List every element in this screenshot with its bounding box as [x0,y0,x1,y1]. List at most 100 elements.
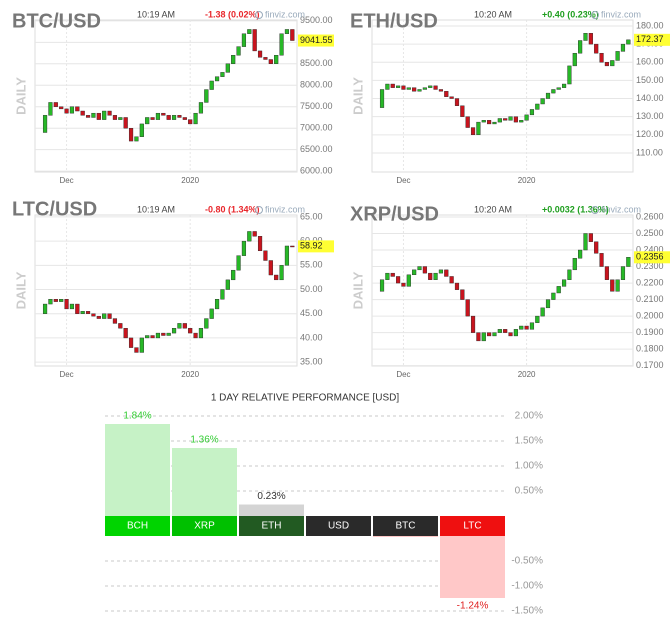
candle [236,46,241,56]
y-tick-label: 130.00 [636,111,664,121]
candle [59,106,64,110]
candle [75,303,80,314]
candle [567,65,572,85]
candle [422,266,427,274]
candle [556,87,561,90]
category-box [306,516,371,536]
side-label: DAILY [350,271,365,309]
candle [401,85,406,90]
candle [583,233,588,251]
watermark: finviz.com [265,9,305,19]
candle [433,272,438,280]
candle [583,33,588,41]
chart-title: XRP/USD [350,203,439,225]
candle [171,328,177,334]
candle [279,265,284,281]
candle [519,120,524,123]
time-label: 10:19 AM [137,9,175,19]
category-label: LTC [463,521,481,532]
candle [626,257,631,267]
candle [214,299,220,310]
candle [460,105,465,117]
candle [231,269,236,281]
last-price: 172.37 [636,34,664,44]
category-label: USD [328,521,349,532]
candle [385,272,390,280]
candle [188,119,193,125]
candle [406,87,411,90]
candle [247,231,252,242]
price-highlight [298,240,334,253]
candle [379,89,385,108]
candle [417,89,422,92]
candle [96,315,101,319]
candle [123,117,128,129]
candle [161,112,166,116]
y-tick-label: 0.2300 [636,261,664,271]
price-highlight [634,251,670,264]
candle [540,307,545,317]
last-price: 58.92 [300,241,323,251]
watermark-icon [255,206,263,214]
candle [145,335,150,339]
bar [239,504,304,516]
candle [599,52,604,63]
candle [561,83,567,88]
candle [48,102,53,116]
candle [193,112,198,125]
y-tick-label: 7500.00 [300,101,333,111]
value-label: -1.24% [457,601,489,612]
candle [198,102,204,114]
side-label: DAILY [13,271,28,309]
candle [449,276,454,284]
x-tick-label: 2020 [518,370,536,379]
candle [545,299,551,309]
y-tick-label: 0.2100 [636,294,664,304]
value-label: 0.23% [257,491,285,502]
watermark: finviz.com [601,9,641,19]
candle [150,117,155,120]
candle [567,269,572,280]
category-box [239,516,304,536]
candle [556,286,561,294]
value-label: 1.36% [190,435,218,446]
candle [177,323,182,329]
y-tick-label: 0.1800 [636,344,664,354]
x-tick-label: Dec [396,370,410,379]
candle [487,120,492,125]
side-label: DAILY [13,77,28,115]
category-label: BCH [127,521,148,532]
change-label: +0.0032 (1.36%) [542,204,609,214]
candle [290,29,295,41]
candle [204,318,209,329]
candle [134,136,139,142]
candle [53,102,58,107]
candle [497,329,502,333]
y-tick-label: 0.50% [515,486,543,497]
change-label: -0.80 (1.34%) [205,204,260,214]
candle [42,303,48,314]
candle [492,332,497,337]
candle [166,115,171,120]
candle [412,269,417,276]
watermark-icon [591,206,599,214]
candle [428,272,433,280]
candle [396,276,401,284]
candle [69,106,75,114]
candle [214,76,220,82]
candle [284,29,290,34]
category-label: XRP [194,521,215,532]
candle [470,127,476,136]
candle [85,115,91,118]
bar [172,448,237,516]
candle [604,266,609,280]
candle [438,89,444,92]
candle [220,289,225,300]
candle [155,112,161,120]
x-tick-label: 2020 [518,176,536,185]
candle [247,29,252,34]
candle [134,347,139,353]
candle [454,282,460,290]
y-tick-label: 65.00 [300,211,323,221]
watermark: finviz.com [265,204,305,214]
